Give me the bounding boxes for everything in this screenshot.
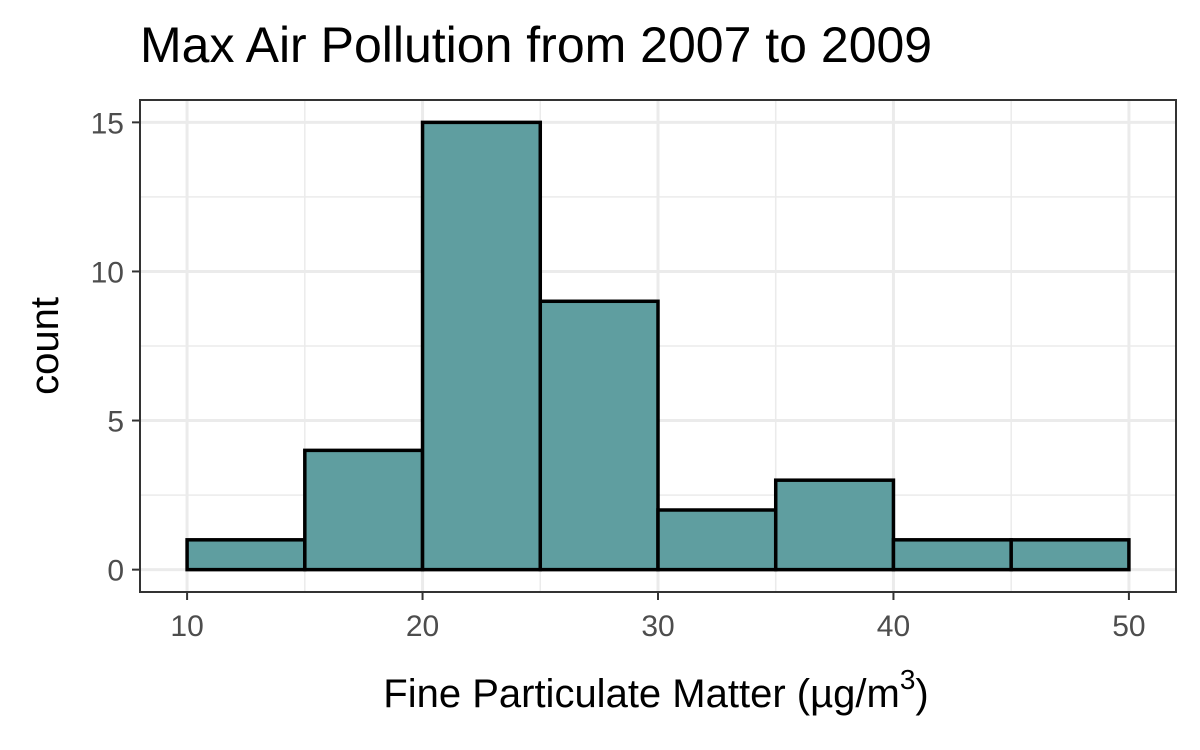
x-axis-title-suffix: ) [915, 672, 928, 716]
histogram-bar [303, 448, 425, 572]
histogram-bar [1009, 538, 1131, 572]
plot-panel [139, 99, 1177, 593]
x-tick-label: 20 [406, 610, 439, 643]
histogram-bar [185, 538, 307, 572]
y-tick-label: 0 [107, 555, 124, 588]
y-tick-label: 5 [107, 406, 124, 439]
y-axis: 0 5 10 15 [91, 107, 140, 588]
y-axis-title: count [23, 297, 67, 395]
histogram-bar [656, 508, 778, 572]
x-tick-label: 10 [170, 610, 203, 643]
chart-title: Max Air Pollution from 2007 to 2009 [140, 17, 932, 73]
y-tick-label: 10 [91, 256, 124, 289]
x-axis-title: Fine Particulate Matter (µg/m3) [383, 664, 928, 716]
y-tick-label: 15 [91, 107, 124, 140]
histogram-bar [891, 538, 1013, 572]
x-tick-label: 30 [641, 610, 674, 643]
x-axis-title-text: Fine Particulate Matter (µg/m [383, 672, 900, 716]
histogram-bar [420, 120, 543, 572]
histogram-bar [538, 299, 660, 572]
x-axis-title-superscript: 3 [900, 664, 916, 695]
histogram-bar [773, 478, 896, 572]
x-axis: 10 20 30 40 50 [170, 592, 1146, 643]
x-tick-label: 40 [877, 610, 910, 643]
x-tick-label: 50 [1112, 610, 1145, 643]
histogram-bars [185, 120, 1131, 572]
